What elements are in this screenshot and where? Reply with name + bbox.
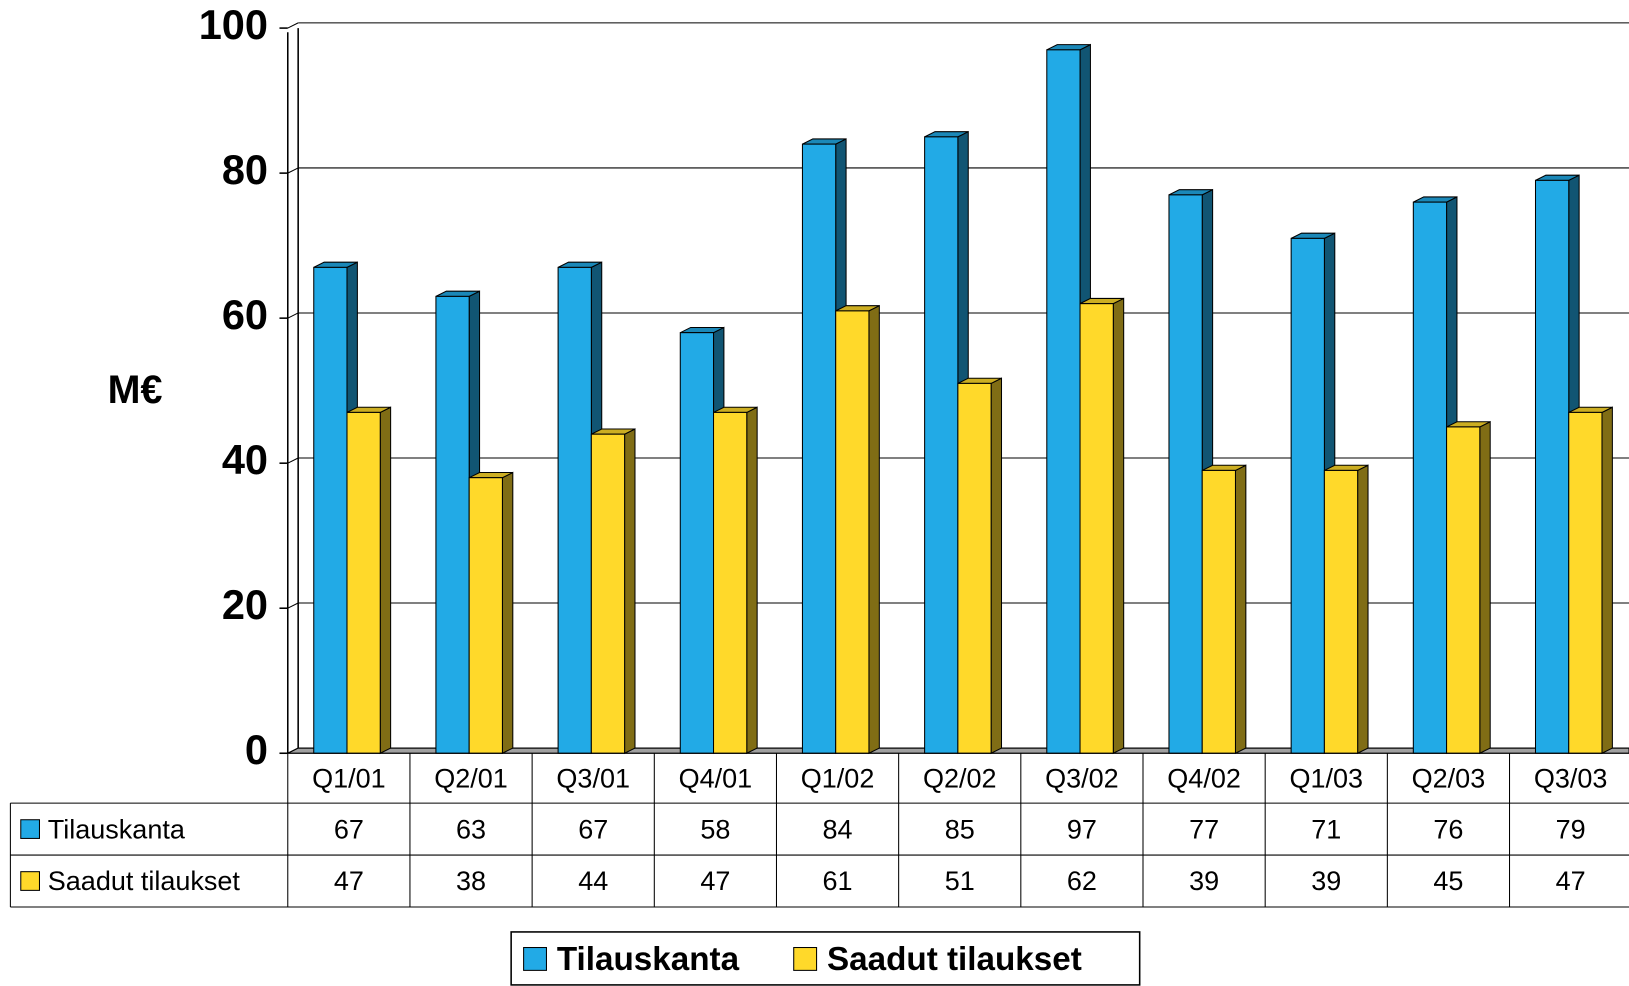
x-tick-label: Q4/02	[1167, 763, 1241, 793]
table-cell: 67	[334, 814, 364, 844]
table-cell: 62	[1067, 866, 1097, 896]
table-cell: 76	[1433, 814, 1463, 844]
data-table: Q1/01 67 47 Q2/01 63 38 Q3/01 67 44 Q4/01 58 47 Q1/0…	[9, 752, 1629, 908]
bar	[1079, 303, 1114, 754]
bar	[1290, 237, 1325, 754]
grid-line-side	[287, 602, 299, 609]
bar-side	[379, 406, 392, 755]
y-axis-label: M€	[108, 368, 163, 412]
legend-swatch	[523, 947, 547, 971]
table-cell: 39	[1189, 866, 1219, 896]
bar	[924, 136, 959, 754]
bar	[1446, 426, 1481, 754]
table-cell: 47	[1556, 866, 1586, 896]
grid-line-side	[287, 22, 299, 29]
y-tick-label: 80	[222, 146, 268, 193]
bar	[468, 477, 503, 754]
bar-side	[624, 428, 636, 755]
y-tick-label: 60	[222, 291, 268, 338]
table-row-label: Saadut tilaukset	[48, 866, 241, 896]
bar-side	[1234, 464, 1247, 755]
bar-side	[1112, 297, 1125, 755]
x-tick-label: Q4/01	[679, 763, 753, 793]
bar	[557, 266, 592, 754]
y-tick-label: 20	[222, 581, 268, 628]
table-cell: 47	[334, 866, 364, 896]
bar	[957, 382, 992, 754]
table-swatch	[20, 819, 40, 839]
table-cell: 44	[578, 866, 608, 896]
legend-label: Saadut tilaukset	[827, 941, 1082, 978]
y-tick-label: 0	[245, 726, 268, 773]
x-tick-label: Q3/02	[1045, 763, 1119, 793]
table-cell: 61	[823, 866, 853, 896]
table-cell: 84	[823, 814, 853, 844]
bar	[1323, 469, 1359, 754]
x-tick-label: Q2/02	[923, 763, 997, 793]
table-cell: 63	[456, 814, 486, 844]
table-cell: 47	[700, 866, 730, 896]
bar-side	[868, 304, 880, 755]
grid-line-side	[287, 312, 299, 319]
grid-line-side	[287, 747, 299, 754]
bar	[712, 411, 748, 754]
table-cell: 38	[456, 866, 486, 896]
legend-label: Tilauskanta	[557, 941, 740, 978]
table-cell: 51	[945, 866, 975, 896]
bar-side	[1479, 420, 1491, 755]
bar-side	[1601, 406, 1613, 755]
grid-line-side	[287, 167, 299, 174]
bar	[346, 411, 381, 754]
bar-side	[746, 406, 758, 755]
x-tick-label: Q1/03	[1289, 763, 1363, 793]
bar	[1201, 469, 1236, 754]
table-cell: 39	[1311, 866, 1341, 896]
bar	[435, 295, 470, 754]
bar-side	[990, 377, 1003, 755]
bar	[801, 143, 837, 754]
bar	[1168, 194, 1203, 754]
table-cell: 85	[945, 814, 975, 844]
table-cell: 97	[1067, 814, 1097, 844]
bar	[679, 332, 715, 754]
x-tick-label: Q3/03	[1534, 763, 1608, 793]
x-tick-label: Q1/02	[801, 763, 875, 793]
bar-side	[1357, 464, 1369, 755]
grid-line-side	[287, 457, 299, 464]
table-cell: 79	[1556, 814, 1586, 844]
table-cell: 67	[578, 814, 608, 844]
bar	[835, 310, 870, 754]
legend-swatch	[793, 947, 818, 971]
x-tick-label: Q1/01	[312, 763, 386, 793]
table-cell: 77	[1189, 814, 1219, 844]
bar	[590, 433, 626, 754]
bar-side	[501, 471, 514, 755]
x-tick-label: Q2/03	[1412, 763, 1486, 793]
bar	[313, 266, 348, 754]
table-swatch	[20, 871, 40, 891]
x-tick-label: Q2/01	[434, 763, 508, 793]
bar	[1568, 411, 1603, 754]
y-tick-label: 100	[199, 1, 268, 48]
bar	[1412, 201, 1448, 754]
table-cell: 45	[1433, 866, 1463, 896]
x-tick-label: Q3/01	[556, 763, 630, 793]
y-tick-label: 40	[222, 436, 268, 483]
table-cell: 58	[700, 814, 730, 844]
table-row-label: Tilauskanta	[48, 814, 186, 844]
bar	[1046, 49, 1081, 754]
table-cell: 71	[1311, 814, 1341, 844]
bar	[1534, 179, 1570, 754]
legend: Tilauskanta Saadut tilaukset	[510, 931, 1141, 986]
legend-box	[510, 931, 1141, 986]
